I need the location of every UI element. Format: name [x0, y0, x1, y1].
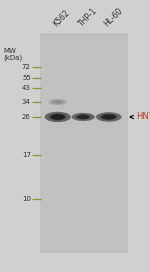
Text: HL-60: HL-60 — [102, 6, 124, 29]
Text: 17: 17 — [22, 152, 31, 158]
Ellipse shape — [96, 112, 122, 122]
Bar — [40, 33, 128, 253]
Text: HN1: HN1 — [136, 112, 150, 122]
Text: THP-1: THP-1 — [77, 6, 99, 29]
Ellipse shape — [49, 99, 67, 105]
Ellipse shape — [104, 115, 114, 119]
Ellipse shape — [54, 101, 61, 103]
Ellipse shape — [77, 115, 90, 119]
Ellipse shape — [79, 115, 88, 119]
Text: K562: K562 — [51, 8, 72, 29]
Ellipse shape — [102, 114, 116, 120]
Ellipse shape — [51, 114, 65, 120]
Ellipse shape — [75, 114, 91, 120]
Text: 10: 10 — [22, 196, 31, 202]
Text: 72: 72 — [22, 64, 31, 70]
Ellipse shape — [100, 114, 118, 120]
Ellipse shape — [49, 113, 67, 120]
Ellipse shape — [52, 115, 63, 119]
Ellipse shape — [51, 100, 64, 104]
Ellipse shape — [45, 112, 71, 122]
Text: 34: 34 — [22, 99, 31, 105]
Text: 55: 55 — [22, 75, 31, 81]
Ellipse shape — [72, 113, 95, 121]
Text: 43: 43 — [22, 85, 31, 91]
Text: 26: 26 — [22, 114, 31, 120]
Ellipse shape — [53, 100, 63, 104]
Text: MW
(kDa): MW (kDa) — [3, 48, 22, 61]
